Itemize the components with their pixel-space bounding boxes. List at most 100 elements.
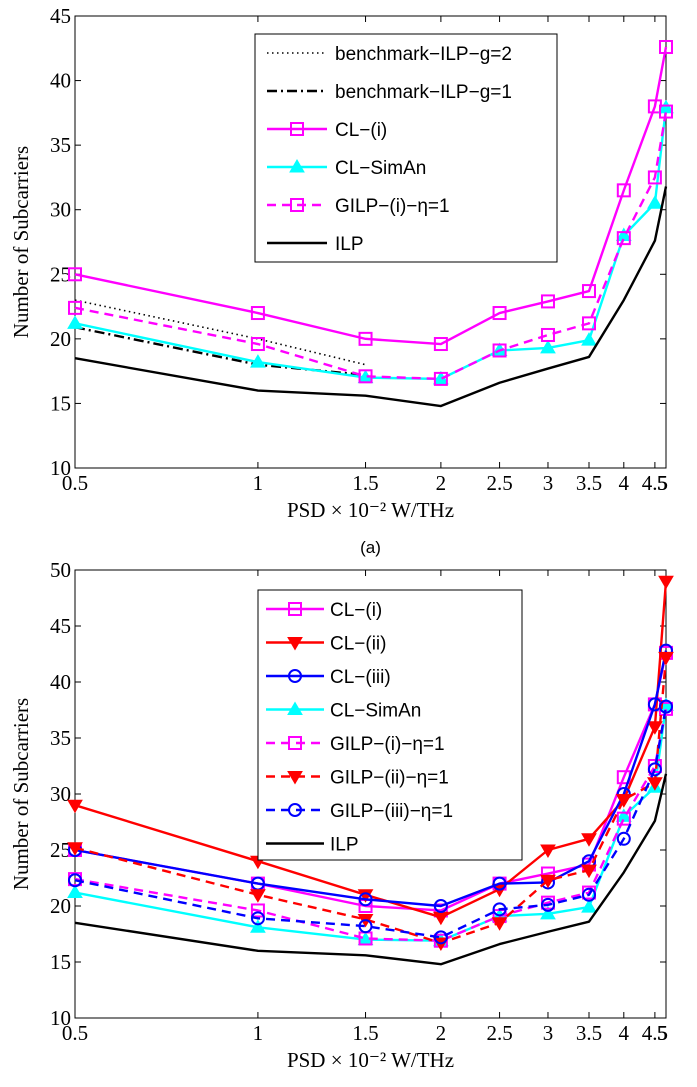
legend-label: CL−SimAn [335,158,426,179]
data-point [616,831,631,846]
legend-item: GILP−(i)−η=1 [267,196,450,217]
series-line [74,326,366,377]
series-line [74,652,668,912]
x-tick-label: 3.5 [576,471,602,495]
y-tick-label: 10 [50,1006,71,1030]
data-point [658,651,674,666]
legend-label: CL−SimAn [330,701,421,722]
legend-item: CL−(i) [266,600,382,621]
data-point [250,337,265,352]
legend-item: GILP−(i)−η=1 [266,734,445,755]
y-tick-label: 35 [50,726,71,750]
legend-label: benchmark−ILP−g=2 [335,44,512,65]
data-point [67,884,83,899]
data-point [67,799,83,814]
legend-label: GILP−(iii)−η=1 [330,801,453,822]
data-point [540,327,555,342]
data-point [67,842,83,856]
x-tick-label: 5 [657,1021,668,1045]
y-tick-label: 15 [50,391,71,415]
y-tick-label: 10 [50,456,71,480]
data-point [491,917,508,931]
x-tick-label: 2 [436,1021,447,1045]
series-line [74,708,668,942]
legend-item: GILP−(ii)−η=1 [266,768,449,789]
legend-swatch-marker [287,771,303,785]
y-tick-label: 20 [50,327,71,351]
x-tick-label: 2.5 [486,1021,512,1045]
data-point [581,284,596,299]
legend-item: ILP [267,234,364,255]
x-tick-label: 4.5 [642,1021,668,1045]
series-8 [74,773,668,966]
legend-item: CL−(ii) [266,634,386,655]
series-line [74,107,668,381]
legend-item: CL−SimAn [266,701,421,722]
x-tick-label: 0.5 [62,1021,88,1045]
chart-panel-2: 10 15 20 25 30 35 40 45 50 0.5 1 1.5 2 2.5 3 3.5 4 4.55 PS… [9,558,674,1072]
y-tick-label: 25 [50,262,71,286]
data-point [540,339,556,354]
legend-swatch-marker [288,602,302,616]
y-tick-label: 30 [50,198,71,222]
legend-label: ILP [330,835,359,856]
legend-swatch-marker [290,198,304,212]
series-line [74,299,366,366]
series-line [74,186,668,408]
data-point [616,231,631,246]
series-5 [68,104,673,386]
data-point [659,39,673,54]
series-7 [68,699,673,945]
series-line [74,657,668,945]
series-line [74,46,668,346]
data-point [250,889,266,903]
data-point [433,930,448,945]
legend-item: GILP−(iii)−η=1 [266,801,453,822]
y-tick-label: 25 [50,838,71,862]
legend-swatch-marker [288,736,302,750]
legend-label: benchmark−ILP−g=1 [335,82,512,103]
x-tick-label: 4 [619,471,630,495]
legend-label: ILP [335,234,364,255]
data-point [492,902,507,917]
data-point [540,897,555,912]
data-point [581,332,597,346]
y-tick-label: 45 [50,4,71,28]
x-tick-label: 1.5 [352,1021,378,1045]
data-point [358,331,373,346]
legend-swatch-marker [288,803,302,817]
data-point [581,833,597,847]
data-point [358,892,373,907]
x-axis-label: PSD × 10⁻² W/THz [287,498,454,522]
series-6 [74,186,668,408]
data-point [433,337,448,352]
x-tick-label: 1 [253,471,264,495]
data-point [68,267,82,282]
legend-item: CL−(iii) [266,667,391,688]
data-point [250,306,265,321]
data-point [658,575,674,590]
data-point [67,315,83,329]
data-point [492,306,507,321]
y-tick-label: 15 [50,950,71,974]
legend-swatch-marker [288,669,302,683]
data-point [250,919,266,933]
data-point [540,905,556,920]
data-point [540,844,556,858]
series-6 [67,651,674,951]
legend-box [257,589,523,861]
data-point [68,873,82,888]
data-point [250,903,265,918]
legend-swatch-marker [289,159,305,173]
legend-label: CL−(ii) [330,634,386,655]
data-point [647,762,662,777]
y-tick-label: 40 [50,69,71,93]
legend-item: benchmark−ILP−g=2 [267,44,512,65]
data-point [540,874,556,889]
x-tick-label: 5 [657,471,668,495]
data-point [581,864,597,879]
legend-box [254,33,558,263]
data-point [68,300,82,315]
data-point [581,316,596,331]
